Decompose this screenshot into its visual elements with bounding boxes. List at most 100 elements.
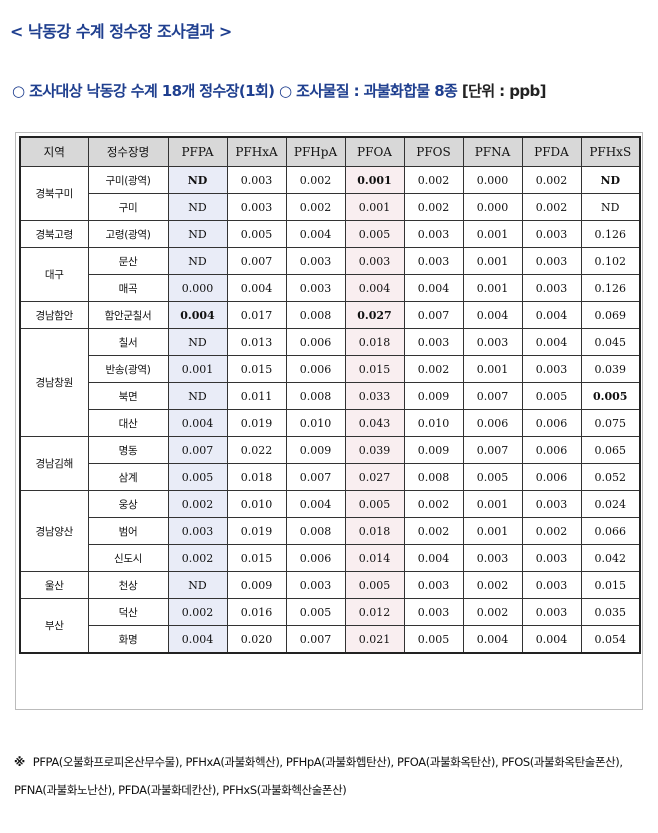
table-row: 부산 덕산 0.002 0.016 0.005 0.012 0.003 0.002 0.003 0… (19, 598, 641, 654)
value-cell: 0.004 (226, 274, 287, 302)
value-cell: 0.004 (167, 625, 228, 654)
value-cell: 0.020 (226, 625, 287, 654)
value-cell: 0.015 (226, 355, 287, 383)
plant-cell: 웅상 (87, 490, 169, 518)
value-cell: 0.008 (285, 301, 346, 329)
value-cell: 0.007 (285, 625, 346, 654)
value-cell: 0.003 (285, 274, 346, 302)
value-cell: ND (167, 382, 228, 410)
value-cell: 0.004 (403, 544, 464, 572)
value-cell: ND (167, 166, 228, 194)
value-cell: 0.005 (285, 598, 346, 626)
value-cell: 0.003 (403, 571, 464, 599)
footnote: ※ PFPA(오불화프로피온산무수물), PFHxA(과불화헥산), PFHpA(… (14, 748, 644, 804)
value-cell: 0.013 (226, 328, 287, 356)
table-row: 구미 ND 0.003 0.002 0.001 0.002 0.000 0.002 ND (20, 193, 641, 221)
value-cell: 0.009 (403, 382, 464, 410)
table-row: 경북구미 구미(광역) ND 0.003 0.002 0.001 0.002 0.000 0.0… (19, 166, 641, 221)
value-cell: 0.004 (403, 274, 464, 302)
value-cell: 0.018 (344, 517, 405, 545)
region-cell: 경북고령 (19, 220, 89, 248)
value-cell: 0.005 (226, 220, 287, 248)
value-cell: 0.003 (403, 598, 464, 626)
value-cell: ND (167, 220, 228, 248)
value-cell: 0.002 (521, 166, 582, 194)
value-cell: 0.003 (403, 328, 464, 356)
value-cell: 0.001 (462, 490, 523, 518)
value-cell: 0.002 (521, 193, 582, 221)
plant-cell: 북면 (87, 382, 169, 410)
value-cell: 0.066 (580, 517, 641, 545)
plant-cell: 명동 (87, 436, 169, 464)
value-cell: 0.004 (285, 220, 346, 248)
table-frame (15, 132, 643, 710)
table-row: 범어 0.003 0.019 0.008 0.018 0.002 0.001 0.002 0.0… (20, 517, 641, 545)
value-cell: 0.005 (580, 382, 641, 410)
table-row: 반송(광역) 0.001 0.015 0.006 0.015 0.002 0.001 0.00… (20, 355, 641, 383)
value-cell: 0.004 (462, 625, 523, 654)
column-header: PFHpA (285, 136, 346, 167)
value-cell: 0.002 (462, 571, 523, 599)
table-row: 북면 ND 0.011 0.008 0.033 0.009 0.007 0.005 0.005 (20, 382, 641, 410)
table-row: 경남김해 명동 0.007 0.022 0.009 0.039 0.009 0.007 0.00… (19, 436, 641, 491)
value-cell: 0.005 (462, 463, 523, 491)
value-cell: 0.001 (462, 247, 523, 275)
column-header: PFHxA (226, 136, 287, 167)
value-cell: 0.019 (226, 517, 287, 545)
value-cell: 0.001 (462, 220, 523, 248)
value-cell: 0.011 (226, 382, 287, 410)
region-cell: 경남창원 (19, 328, 89, 437)
table-row: 신도시 0.002 0.015 0.006 0.014 0.004 0.003 0.003 0.… (20, 544, 641, 572)
value-cell: 0.003 (462, 544, 523, 572)
value-cell: 0.002 (462, 598, 523, 626)
value-cell: 0.033 (344, 382, 405, 410)
value-cell: 0.003 (521, 544, 582, 572)
region-cell: 경남김해 (19, 436, 89, 491)
value-cell: 0.015 (226, 544, 287, 572)
value-cell: 0.054 (580, 625, 641, 654)
value-cell: ND (167, 193, 228, 221)
value-cell: 0.009 (226, 571, 287, 599)
value-cell: 0.004 (521, 625, 582, 654)
plant-cell: 함안군칠서 (87, 301, 169, 329)
value-cell: 0.000 (462, 193, 523, 221)
value-cell: 0.022 (226, 436, 287, 464)
value-cell: 0.003 (226, 166, 287, 194)
region-cell: 경남양산 (19, 490, 89, 572)
value-cell: 0.007 (462, 436, 523, 464)
column-header: 지역 (19, 136, 89, 167)
plant-cell: 신도시 (87, 544, 169, 572)
value-cell: 0.003 (521, 355, 582, 383)
value-cell: 0.002 (521, 517, 582, 545)
value-cell: 0.012 (344, 598, 405, 626)
unit-label: [단위 : ppb] (461, 82, 547, 100)
region-cell: 울산 (19, 571, 89, 599)
value-cell: 0.006 (521, 436, 582, 464)
value-cell: 0.039 (580, 355, 641, 383)
region-cell: 부산 (19, 598, 89, 654)
plant-cell: 반송(광역) (87, 355, 169, 383)
column-header: PFPA (167, 136, 228, 167)
value-cell: 0.003 (521, 220, 582, 248)
value-cell: 0.126 (580, 274, 641, 302)
value-cell: 0.007 (462, 382, 523, 410)
value-cell: 0.005 (344, 490, 405, 518)
table-row: 매곡 0.000 0.004 0.003 0.004 0.004 0.001 0.003 0.1… (20, 274, 641, 302)
value-cell: 0.003 (521, 247, 582, 275)
value-cell: 0.042 (580, 544, 641, 572)
value-cell: 0.010 (285, 409, 346, 437)
value-cell: 0.006 (521, 409, 582, 437)
value-cell: ND (580, 166, 641, 194)
value-cell: 0.005 (344, 571, 405, 599)
value-cell: 0.004 (521, 301, 582, 329)
plant-cell: 화명 (87, 625, 169, 654)
value-cell: 0.000 (462, 166, 523, 194)
value-cell: 0.004 (344, 274, 405, 302)
region-cell: 대구 (19, 247, 89, 302)
value-cell: 0.002 (403, 166, 464, 194)
value-cell: 0.003 (521, 274, 582, 302)
value-cell: 0.001 (167, 355, 228, 383)
value-cell: 0.014 (344, 544, 405, 572)
value-cell: 0.001 (462, 274, 523, 302)
table-row: 대구 문산 ND 0.007 0.003 0.003 0.003 0.001 0.003 0.10… (19, 247, 641, 302)
